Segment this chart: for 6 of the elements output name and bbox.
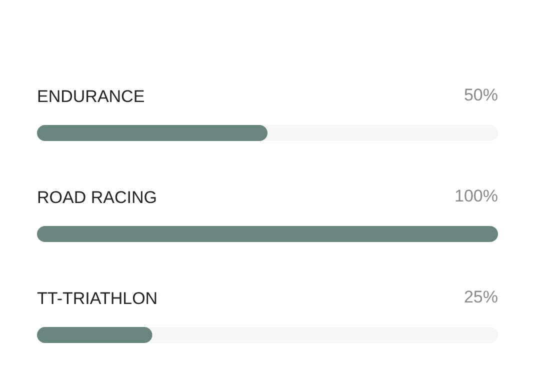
data-label: 100% [454, 186, 498, 206]
y-tick-label: ENDURANCE [37, 87, 145, 106]
data-label: 50% [464, 86, 498, 104]
y-tick-label: ROAD RACING [37, 188, 157, 207]
y-tick-label: TT-TRIATHLON [37, 289, 158, 308]
data-label: 25% [464, 288, 498, 306]
